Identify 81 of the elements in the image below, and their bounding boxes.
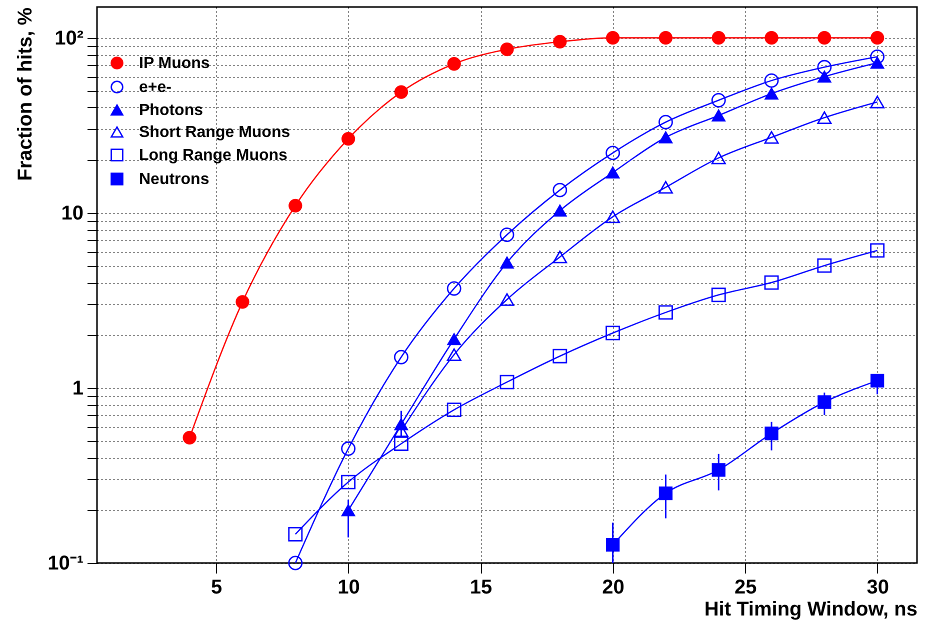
point <box>394 350 408 364</box>
y-tick-label: 10 <box>61 202 84 224</box>
point <box>658 114 673 130</box>
point <box>447 57 461 71</box>
y-axis-title: Fraction of hits, % <box>14 7 37 181</box>
point <box>606 210 620 224</box>
point <box>870 243 885 258</box>
point <box>341 504 356 516</box>
point <box>500 374 514 390</box>
point <box>341 441 356 456</box>
point <box>711 288 726 302</box>
y-tick-label: 10² <box>54 27 84 50</box>
x-tick-label: 15 <box>470 576 492 598</box>
point <box>711 93 726 108</box>
point <box>711 152 726 164</box>
point <box>658 180 673 194</box>
point <box>606 166 620 179</box>
point <box>288 198 302 212</box>
point <box>288 556 303 570</box>
legend-label: Short Range Muons <box>139 124 290 141</box>
point <box>500 228 514 242</box>
point <box>764 131 779 144</box>
point <box>817 111 832 124</box>
point <box>394 436 408 451</box>
point <box>288 527 303 542</box>
point <box>818 395 832 409</box>
point <box>182 430 196 444</box>
point <box>500 42 514 56</box>
point <box>500 256 514 269</box>
point <box>764 275 779 290</box>
point <box>712 109 726 122</box>
point <box>870 56 884 69</box>
x-tick-label: 25 <box>734 576 757 598</box>
y-tick-label: 10⁻¹ <box>48 552 84 574</box>
point <box>236 295 250 309</box>
point <box>870 374 884 388</box>
x-axis-title: Hit Timing Window, ns <box>704 598 918 620</box>
point <box>606 31 620 45</box>
point <box>447 333 461 346</box>
point <box>606 538 620 552</box>
point <box>552 250 568 264</box>
point <box>606 326 620 340</box>
legend-label: Long Range Muons <box>139 147 288 164</box>
point <box>553 34 567 49</box>
point <box>446 281 462 296</box>
point <box>817 60 832 74</box>
point <box>552 182 568 198</box>
point <box>764 426 778 440</box>
point <box>658 31 673 45</box>
legend-label: Photons <box>139 102 204 119</box>
legend-label: e+e- <box>139 79 172 96</box>
point <box>658 131 673 144</box>
point <box>817 258 832 273</box>
point <box>446 348 462 361</box>
point <box>870 50 885 64</box>
point <box>712 463 726 477</box>
legend-label: IP Muons <box>139 55 210 72</box>
legend-label: Neutrons <box>139 171 210 188</box>
point <box>446 402 462 418</box>
x-tick-label: 5 <box>210 576 222 598</box>
x-tick-label: 30 <box>866 576 889 598</box>
point <box>394 85 408 99</box>
point <box>658 486 673 500</box>
point <box>341 474 356 490</box>
point <box>870 31 884 45</box>
point <box>341 132 356 146</box>
x-tick-label: 10 <box>338 576 360 598</box>
point <box>818 70 832 83</box>
point <box>764 88 778 100</box>
point <box>553 204 567 217</box>
point <box>712 31 726 45</box>
point <box>818 31 832 45</box>
point <box>658 305 673 320</box>
point <box>606 146 620 160</box>
point <box>764 73 779 88</box>
point <box>552 348 568 364</box>
point <box>870 96 885 108</box>
y-tick-label: 1 <box>72 377 84 400</box>
x-tick-label: 20 <box>602 576 624 598</box>
point <box>500 293 514 306</box>
point <box>764 31 778 45</box>
